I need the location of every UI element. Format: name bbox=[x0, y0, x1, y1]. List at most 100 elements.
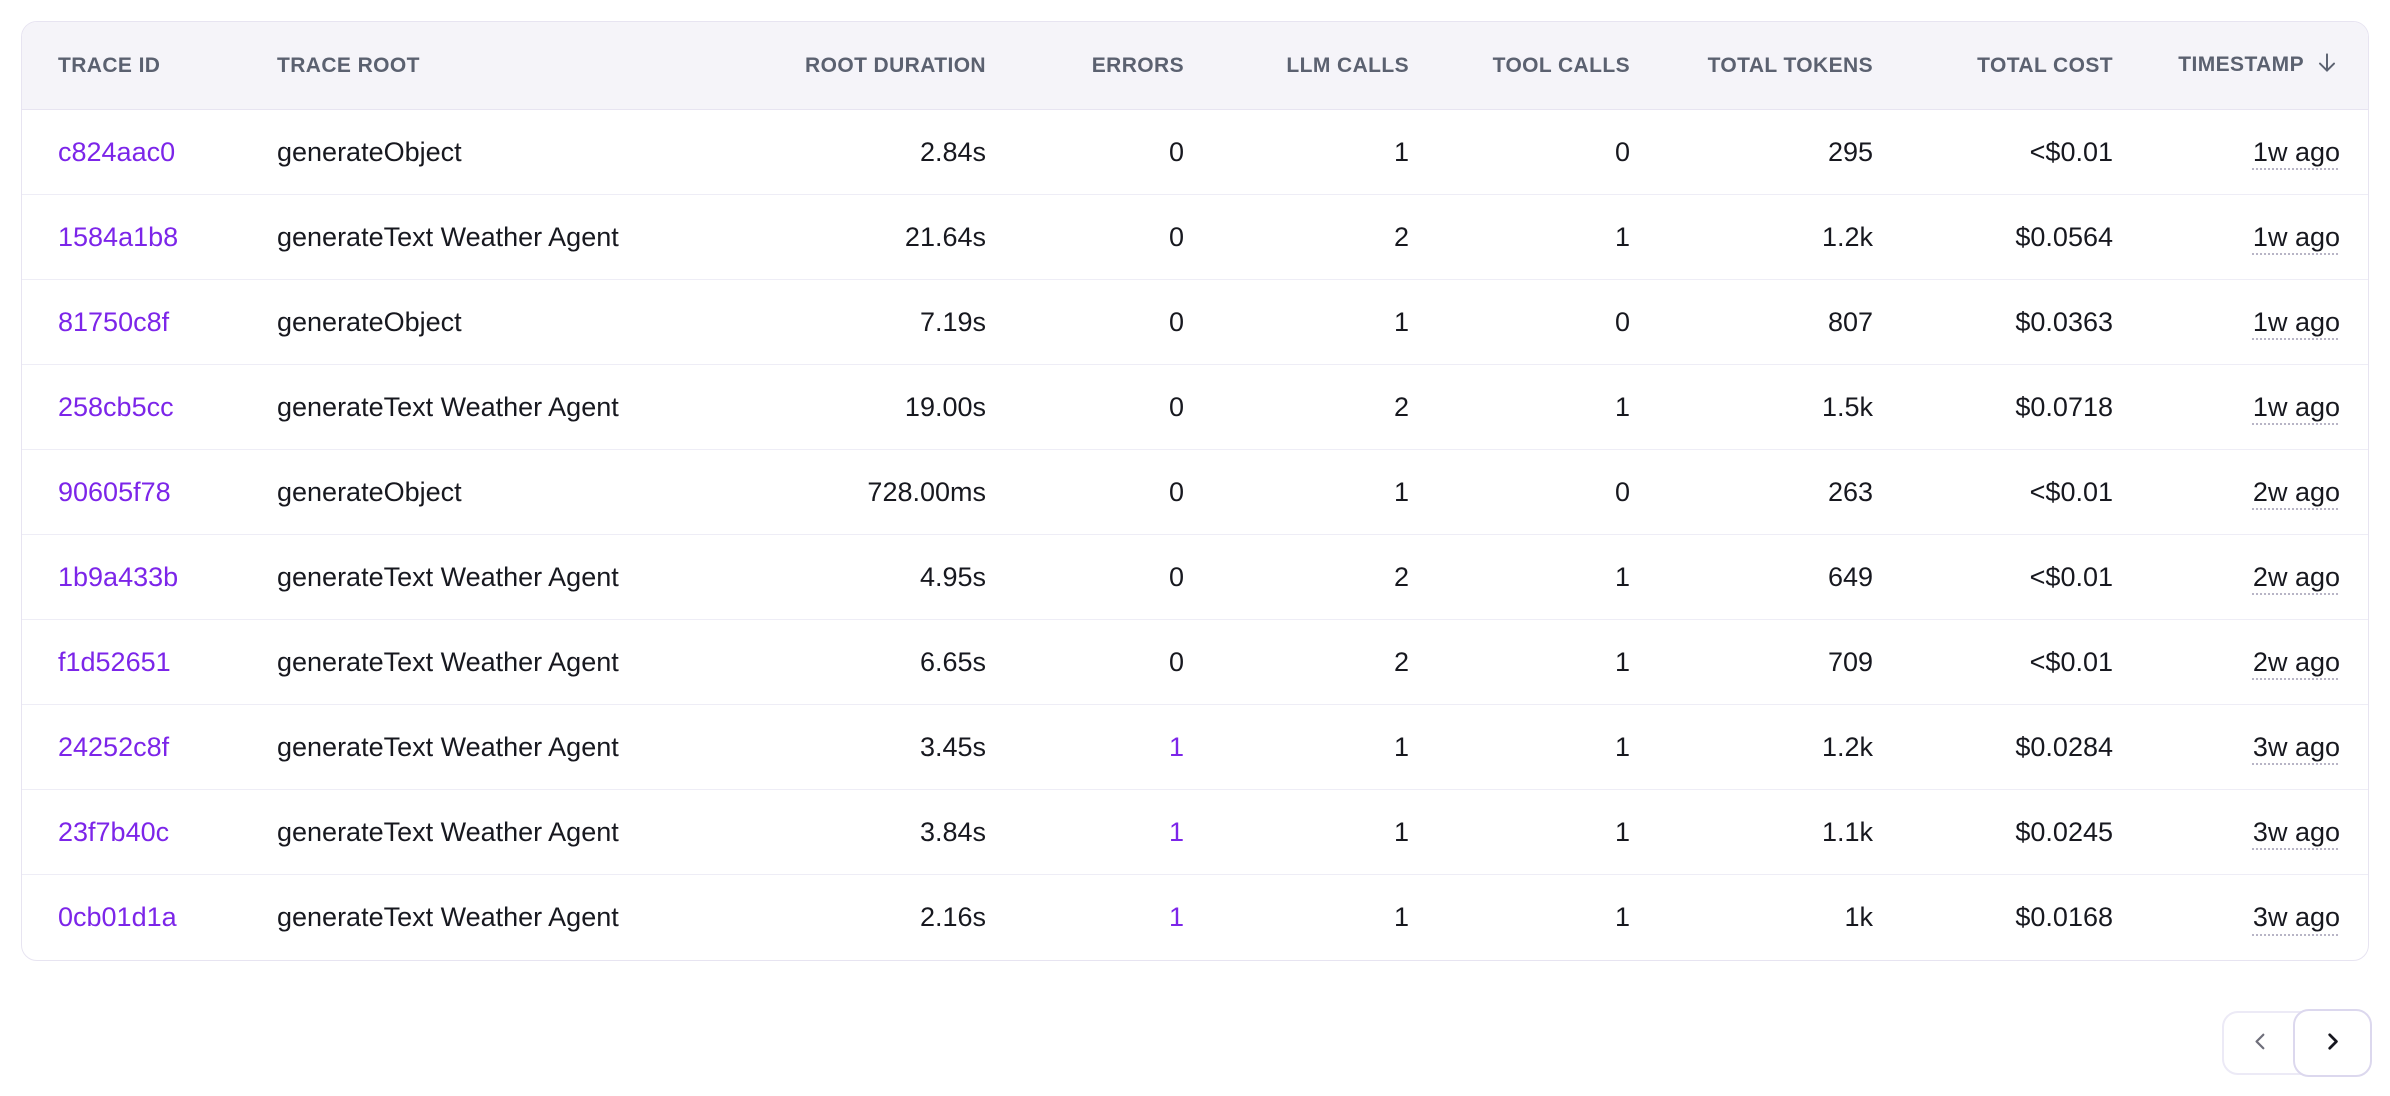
total-cost-cell: $0.0718 bbox=[1873, 365, 2113, 450]
timestamp-value[interactable]: 3w ago bbox=[2252, 902, 2340, 932]
llm-calls-cell: 1 bbox=[1184, 705, 1409, 790]
llm-calls-cell: 1 bbox=[1184, 110, 1409, 195]
table-row[interactable]: 0cb01d1a generateText Weather Agent 2.16… bbox=[22, 875, 2368, 960]
timestamp-value[interactable]: 1w ago bbox=[2252, 306, 2340, 337]
trace-root-cell: generateText Weather Agent bbox=[277, 365, 701, 450]
timestamp-cell: 2w ago bbox=[2113, 535, 2368, 620]
timestamp-cell: 3w ago bbox=[2113, 790, 2368, 875]
column-header-errors[interactable]: ERRORS bbox=[986, 22, 1184, 110]
column-header-llm-calls[interactable]: LLM CALLS bbox=[1184, 22, 1409, 110]
column-header-root-duration[interactable]: ROOT DURATION bbox=[701, 22, 986, 110]
timestamp-value[interactable]: 1w ago bbox=[2252, 221, 2340, 252]
llm-calls-cell: 2 bbox=[1184, 535, 1409, 620]
table-row[interactable]: 258cb5cc generateText Weather Agent 19.0… bbox=[22, 365, 2368, 450]
total-cost-cell: <$0.01 bbox=[1873, 450, 2113, 535]
trace-id-link[interactable]: f1d52651 bbox=[58, 646, 171, 677]
timestamp-value[interactable]: 3w ago bbox=[2252, 731, 2340, 762]
total-cost-cell: <$0.01 bbox=[1873, 110, 2113, 195]
timestamp-cell: 3w ago bbox=[2113, 705, 2368, 790]
tool-calls-cell: 0 bbox=[1409, 110, 1630, 195]
errors-cell: 0 bbox=[986, 365, 1184, 450]
root-duration-cell: 7.19s bbox=[701, 280, 986, 365]
total-tokens-cell: 1.2k bbox=[1630, 705, 1873, 790]
total-tokens-cell: 807 bbox=[1630, 280, 1873, 365]
next-page-button[interactable] bbox=[2293, 1009, 2372, 1077]
total-tokens-cell: 295 bbox=[1630, 110, 1873, 195]
table-row[interactable]: 90605f78 generateObject 728.00ms 0 1 0 2… bbox=[22, 450, 2368, 535]
timestamp-value[interactable]: 1w ago bbox=[2252, 136, 2340, 167]
llm-calls-cell: 1 bbox=[1393, 902, 1409, 932]
root-duration-cell: 2.16s bbox=[919, 902, 986, 932]
tool-calls-cell: 0 bbox=[1409, 450, 1630, 535]
timestamp-cell: 1w ago bbox=[2113, 280, 2368, 365]
timestamp-value[interactable]: 2w ago bbox=[2252, 561, 2340, 592]
table-row[interactable]: c824aac0 generateObject 2.84s 0 1 0 295 … bbox=[22, 110, 2368, 195]
llm-calls-cell: 2 bbox=[1184, 620, 1409, 705]
total-tokens-cell: 649 bbox=[1630, 535, 1873, 620]
root-duration-cell: 19.00s bbox=[701, 365, 986, 450]
root-duration-cell: 6.65s bbox=[701, 620, 986, 705]
trace-id-link[interactable]: 81750c8f bbox=[58, 306, 170, 337]
table-row[interactable]: f1d52651 generateText Weather Agent 6.65… bbox=[22, 620, 2368, 705]
timestamp-value[interactable]: 2w ago bbox=[2252, 476, 2340, 507]
trace-id-link[interactable]: 90605f78 bbox=[58, 476, 171, 507]
table-row[interactable]: 24252c8f generateText Weather Agent 3.45… bbox=[22, 705, 2368, 790]
trace-id-link[interactable]: 23f7b40c bbox=[58, 816, 170, 847]
timestamp-value[interactable]: 3w ago bbox=[2252, 816, 2340, 847]
trace-id-link[interactable]: 1584a1b8 bbox=[58, 221, 179, 252]
errors-cell: 0 bbox=[986, 280, 1184, 365]
errors-cell: 1 bbox=[1168, 902, 1184, 932]
total-cost-cell: $0.0168 bbox=[2015, 902, 2113, 932]
trace-id-link[interactable]: 258cb5cc bbox=[58, 391, 174, 422]
trace-id-link[interactable]: 24252c8f bbox=[58, 731, 170, 762]
root-duration-cell: 2.84s bbox=[701, 110, 986, 195]
total-tokens-cell: 1.1k bbox=[1630, 790, 1873, 875]
total-cost-cell: <$0.01 bbox=[1873, 620, 2113, 705]
tool-calls-cell: 1 bbox=[1409, 705, 1630, 790]
trace-root-cell: generateObject bbox=[277, 110, 701, 195]
total-tokens-cell: 1k bbox=[1844, 902, 1873, 932]
trace-root-cell: generateText Weather Agent bbox=[277, 195, 701, 280]
trace-id-link[interactable]: c824aac0 bbox=[58, 136, 176, 167]
timestamp-value[interactable]: 2w ago bbox=[2252, 646, 2340, 677]
column-header-total-cost[interactable]: TOTAL COST bbox=[1873, 22, 2113, 110]
table-row[interactable]: 23f7b40c generateText Weather Agent 3.84… bbox=[22, 790, 2368, 875]
trace-root-cell: generateObject bbox=[277, 450, 701, 535]
timestamp-cell: 1w ago bbox=[2113, 365, 2368, 450]
trace-root-cell: generateText Weather Agent bbox=[277, 620, 701, 705]
chevron-right-icon bbox=[2319, 1028, 2346, 1058]
traces-table: TRACE ID TRACE ROOT ROOT DURATION ERRORS… bbox=[21, 21, 2369, 961]
trace-id-link[interactable]: 1b9a433b bbox=[58, 561, 179, 592]
column-header-tool-calls[interactable]: TOOL CALLS bbox=[1409, 22, 1630, 110]
column-header-total-tokens[interactable]: TOTAL TOKENS bbox=[1630, 22, 1873, 110]
chevron-left-icon bbox=[2247, 1028, 2274, 1058]
trace-root-cell: generateText Weather Agent bbox=[277, 535, 701, 620]
trace-id-link[interactable]: 0cb01d1a bbox=[58, 902, 177, 932]
timestamp-cell: 1w ago bbox=[2113, 110, 2368, 195]
root-duration-cell: 728.00ms bbox=[701, 450, 986, 535]
timestamp-value[interactable]: 1w ago bbox=[2252, 391, 2340, 422]
total-cost-cell: $0.0363 bbox=[1873, 280, 2113, 365]
root-duration-cell: 3.84s bbox=[701, 790, 986, 875]
table-row[interactable]: 1584a1b8 generateText Weather Agent 21.6… bbox=[22, 195, 2368, 280]
llm-calls-cell: 1 bbox=[1184, 450, 1409, 535]
errors-cell: 0 bbox=[986, 620, 1184, 705]
total-cost-cell: $0.0245 bbox=[1873, 790, 2113, 875]
timestamp-cell: 1w ago bbox=[2113, 195, 2368, 280]
llm-calls-cell: 2 bbox=[1184, 195, 1409, 280]
column-header-trace-id[interactable]: TRACE ID bbox=[22, 22, 277, 110]
tool-calls-cell: 1 bbox=[1409, 195, 1630, 280]
table-row[interactable]: 81750c8f generateObject 7.19s 0 1 0 807 … bbox=[22, 280, 2368, 365]
timestamp-cell: 2w ago bbox=[2113, 620, 2368, 705]
total-cost-cell: $0.0284 bbox=[1873, 705, 2113, 790]
trace-root-cell: generateText Weather Agent bbox=[277, 902, 619, 932]
column-header-trace-root[interactable]: TRACE ROOT bbox=[277, 22, 701, 110]
table-row[interactable]: 1b9a433b generateText Weather Agent 4.95… bbox=[22, 535, 2368, 620]
column-header-timestamp[interactable]: TIMESTAMP bbox=[2113, 22, 2368, 110]
root-duration-cell: 4.95s bbox=[701, 535, 986, 620]
timestamp-cell: 2w ago bbox=[2113, 450, 2368, 535]
total-cost-cell: <$0.01 bbox=[1873, 535, 2113, 620]
prev-page-button[interactable] bbox=[2224, 1013, 2296, 1073]
arrow-down-icon bbox=[2314, 50, 2340, 82]
